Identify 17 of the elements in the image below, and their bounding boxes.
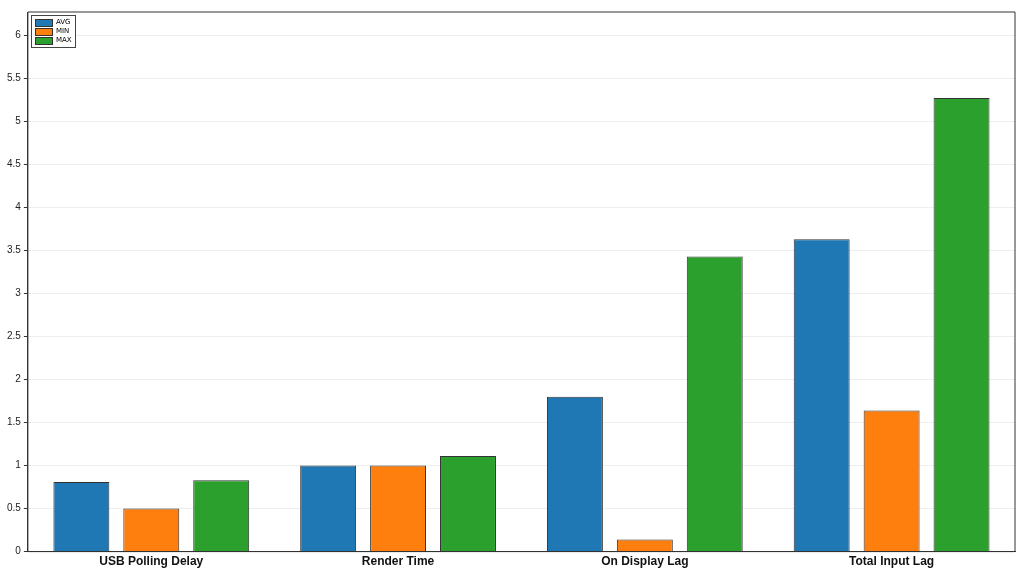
y-tick-label: 0.5: [7, 502, 22, 514]
y-tick-label: 1.5: [7, 416, 22, 428]
y-tick-label: 2.5: [7, 330, 22, 342]
y-tick-label: 3.5: [7, 244, 22, 256]
x-tick-label: USB Polling Delay: [99, 554, 204, 569]
y-tick-label: 5.5: [7, 72, 22, 84]
x-tick-label: Total Input Lag: [849, 554, 935, 569]
y-tick-label: 1: [15, 459, 22, 471]
x-tick-label: On Display Lag: [601, 554, 689, 569]
y-tick-label: 3: [15, 287, 22, 299]
y-tick-label: 2: [15, 373, 22, 385]
y-tick-label: 6: [15, 28, 22, 40]
y-tick-label: 4: [15, 201, 22, 213]
y-tick-label: 5: [15, 115, 22, 127]
y-tick-label: 4.5: [7, 158, 22, 170]
x-tick-label: Render Time: [361, 554, 435, 569]
y-tick-label: 0: [15, 545, 22, 557]
